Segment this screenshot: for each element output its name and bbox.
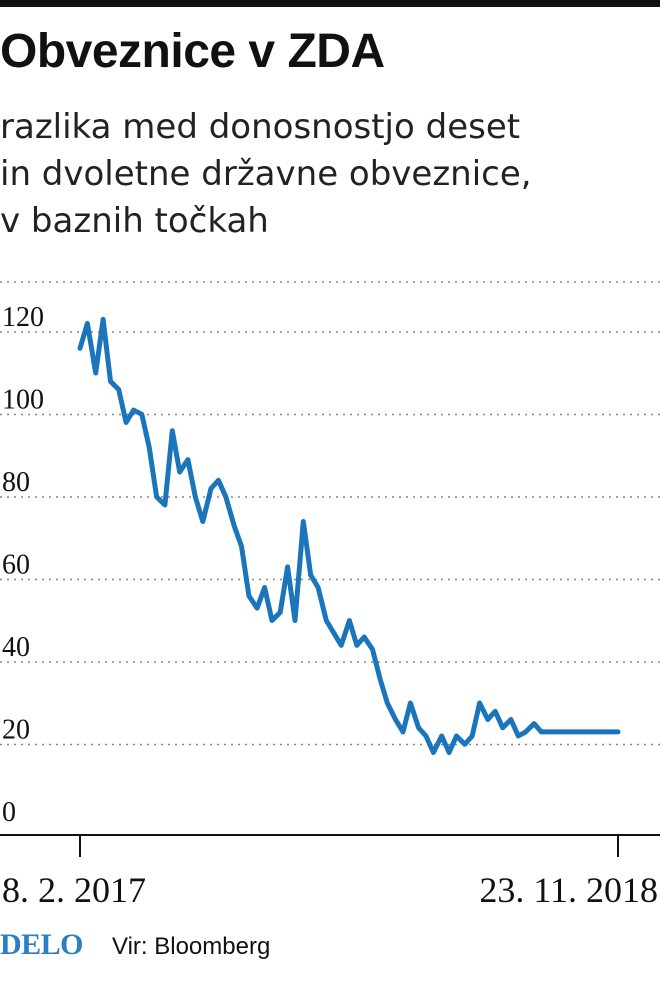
subtitle-line-3: v baznih točkah [0, 201, 269, 241]
line-chart: 0 20 40 60 80 100 120 8. 2. 2017 23. 11. 2018 [0, 281, 660, 910]
y-tick-label-0: 0 [2, 797, 16, 828]
y-tick-label-20: 20 [2, 715, 30, 746]
chart-subtitle: razlika med donosnostjo deset in dvoletn… [0, 104, 655, 245]
tick-labels: 0 20 40 60 80 100 120 8. 2. 2017 23. 11. 2018 [2, 302, 658, 910]
delo-logo: DELO [0, 928, 84, 961]
subtitle-line-1: razlika med donosnostjo deset [0, 107, 521, 147]
y-tick-label-120: 120 [2, 302, 44, 333]
y-tick-label-60: 60 [2, 550, 30, 581]
chart-title: Obveznice v ZDA [0, 25, 385, 78]
series-group [77, 316, 621, 755]
y-tick-label-40: 40 [2, 632, 30, 663]
subtitle-line-2: in dvoletne državne obveznice, [0, 154, 532, 194]
y-tick-label-100: 100 [2, 385, 44, 416]
x-axis [0, 834, 660, 857]
series-line-0 [77, 316, 621, 755]
source-note: Vir: Bloomberg [112, 933, 271, 960]
gridlines [0, 281, 660, 746]
top-rule [0, 0, 660, 7]
x-tick-label-start: 8. 2. 2017 [2, 870, 146, 910]
x-tick-label-end: 23. 11. 2018 [479, 870, 658, 910]
y-tick-label-80: 80 [2, 467, 30, 498]
